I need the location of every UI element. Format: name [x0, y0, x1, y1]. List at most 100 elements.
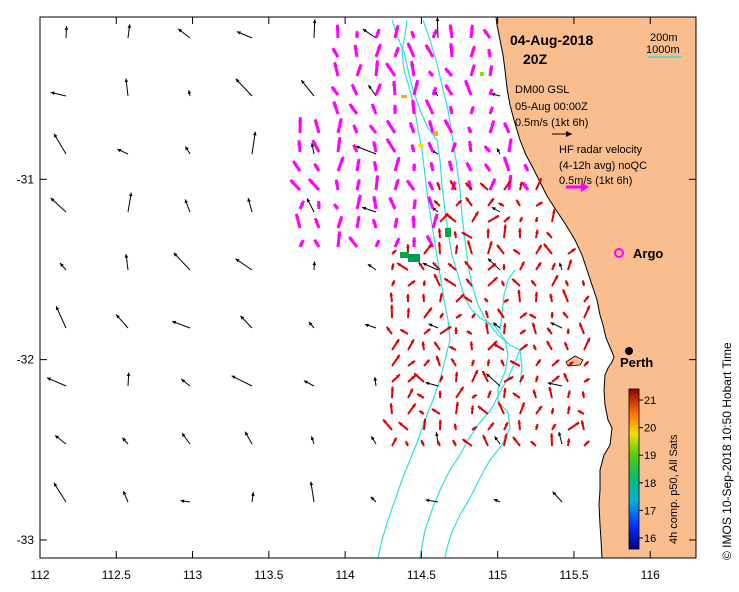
radar-arrow — [391, 80, 397, 96]
model-arrow — [127, 192, 133, 213]
sst-arrow — [563, 341, 569, 351]
radar-arrow — [448, 105, 454, 115]
sst-arrow — [550, 311, 554, 319]
time-title: 20Z — [523, 51, 548, 67]
sst-arrow — [406, 294, 410, 303]
radar-arrow — [431, 213, 439, 229]
sst-arrow — [535, 405, 543, 415]
radar-arrow — [444, 67, 454, 77]
x-tick-label: 113.5 — [254, 568, 283, 582]
sst-arrow — [453, 231, 458, 239]
radar-arrow — [336, 117, 343, 134]
sst-arrow — [515, 199, 521, 207]
sst-arrow — [423, 358, 431, 367]
radar-arrow — [350, 83, 359, 96]
sst-arrow — [519, 374, 525, 383]
sst-arrow — [519, 312, 528, 319]
sst-arrow — [477, 405, 489, 415]
radar-arrow — [385, 62, 397, 77]
radar-arrow — [355, 63, 363, 77]
radar-arrow — [393, 217, 399, 229]
model-arrow — [235, 258, 253, 271]
model-arrow — [127, 24, 132, 39]
sst-pixel — [400, 252, 409, 258]
radar-arrow — [487, 48, 492, 58]
x-tick-label: 112.5 — [102, 568, 131, 582]
model-arrow — [364, 323, 377, 329]
sst-arrow — [455, 199, 463, 207]
sst-arrow — [562, 311, 569, 319]
radar-arrow — [313, 238, 321, 248]
radar-arrow — [393, 46, 400, 58]
x-tick-label: 114.5 — [407, 568, 436, 582]
sst-arrow — [418, 261, 425, 271]
radar-arrow — [348, 236, 359, 248]
sst-arrow — [519, 216, 524, 223]
radar-arrow — [336, 231, 342, 248]
radar-arrow — [298, 239, 305, 248]
model-arrow — [558, 431, 563, 445]
model-arrow — [115, 314, 129, 329]
sst-arrow — [551, 358, 560, 367]
sst-arrow — [471, 425, 478, 431]
sst-arrow — [447, 262, 457, 271]
model-arrow — [309, 481, 315, 503]
radar-arrow — [507, 138, 513, 153]
argo-icon — [614, 248, 624, 258]
model-arrow — [121, 437, 129, 445]
isobath-legend-1000: 1000m — [646, 44, 680, 56]
sst-arrow — [578, 322, 585, 335]
sst-arrow — [577, 409, 585, 415]
model-legend-name: DM00 GSL — [515, 84, 569, 96]
model-arrow — [312, 261, 317, 271]
radar-arrow — [424, 43, 435, 58]
radar-arrow — [297, 117, 303, 134]
model-arrow — [240, 315, 253, 329]
model-arrow — [122, 490, 129, 503]
colorbar-tick-label: 21 — [644, 395, 656, 407]
sst-arrow — [551, 209, 556, 223]
isobath-legend-200: 200m — [650, 32, 678, 44]
radar-arrow — [467, 126, 473, 134]
isobath-1000m — [377, 19, 451, 558]
colorbar-tick-label: 17 — [644, 505, 656, 517]
sst-arrow — [486, 228, 490, 239]
sst-arrow — [487, 197, 495, 207]
radar-arrow — [316, 200, 322, 210]
y-tick-label: -33 — [17, 533, 35, 547]
x-tick-label: 115 — [488, 568, 507, 582]
radar-arrow — [443, 118, 454, 134]
sst-arrow — [432, 261, 441, 271]
sst-arrow — [389, 403, 394, 415]
sst-pixel — [401, 95, 407, 98]
radar-arrow — [502, 156, 511, 172]
sst-arrow — [581, 280, 586, 287]
sst-arrow — [454, 327, 458, 335]
perth-marker: Perth — [620, 347, 653, 370]
sst-arrow — [519, 181, 523, 191]
model-arrow — [312, 19, 317, 39]
model-arrow — [50, 197, 67, 213]
isobath-inner — [419, 19, 521, 558]
sst-arrow — [452, 439, 457, 447]
sst-arrow — [483, 297, 489, 303]
radar-arrow — [469, 24, 475, 39]
model-arrow — [247, 197, 253, 213]
sst-arrow — [433, 273, 441, 287]
sst-arrow — [509, 359, 521, 367]
sst-arrow — [421, 341, 426, 351]
sst-arrow — [407, 402, 417, 415]
radar-arrow — [467, 140, 473, 153]
sst-arrow — [404, 440, 409, 447]
sst-arrow — [439, 312, 445, 319]
radar-arrow — [410, 30, 416, 39]
sst-arrow — [548, 386, 553, 399]
sst-arrow — [420, 439, 425, 447]
model-arrow — [370, 496, 377, 503]
radar-arrow — [374, 239, 381, 248]
radar-arrow — [354, 31, 360, 39]
sst-arrow — [463, 295, 473, 303]
sst-arrow — [423, 243, 433, 255]
sst-arrow — [566, 328, 570, 335]
radar-arrow — [447, 160, 454, 172]
